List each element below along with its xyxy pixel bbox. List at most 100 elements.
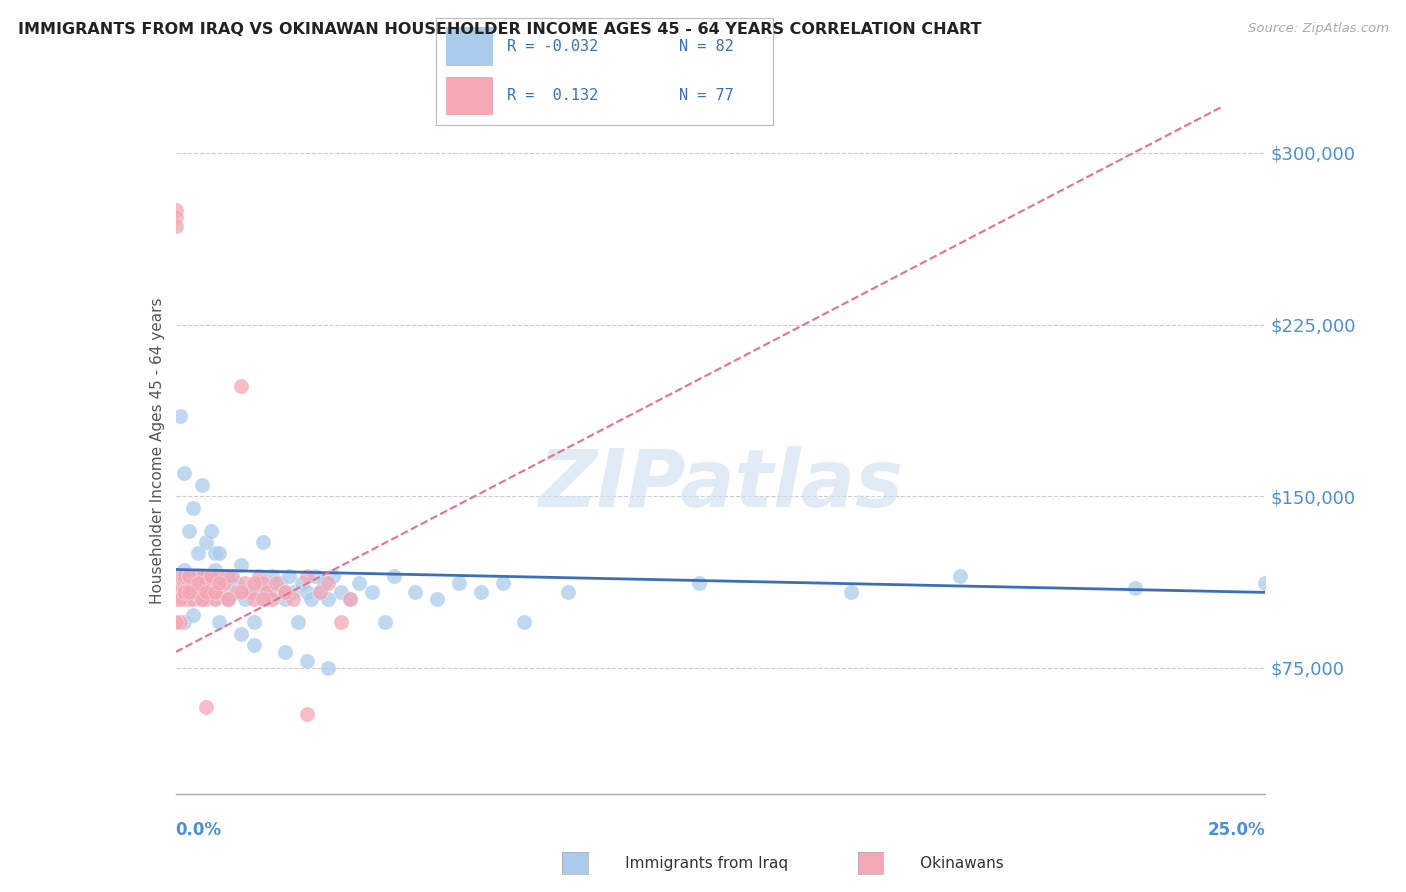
Point xyxy=(243,592,266,607)
Point xyxy=(191,576,214,591)
Point xyxy=(186,569,209,583)
Point xyxy=(204,592,226,607)
Point xyxy=(278,569,301,583)
Point xyxy=(256,592,278,607)
Point xyxy=(204,585,226,599)
Point xyxy=(200,524,222,538)
Point xyxy=(204,592,226,607)
Point xyxy=(191,592,214,607)
Point xyxy=(274,585,297,599)
Point xyxy=(304,569,326,583)
Point xyxy=(165,203,187,218)
Point xyxy=(239,585,262,599)
Point xyxy=(688,576,710,591)
Point xyxy=(841,585,863,599)
Point xyxy=(169,569,191,583)
Point xyxy=(217,592,239,607)
Point xyxy=(308,585,330,599)
Point xyxy=(374,615,396,630)
Y-axis label: Householder Income Ages 45 - 64 years: Householder Income Ages 45 - 64 years xyxy=(149,297,165,604)
Point xyxy=(165,615,187,630)
Point xyxy=(200,569,222,583)
Point xyxy=(283,592,305,607)
Point xyxy=(260,569,283,583)
Point xyxy=(169,585,191,599)
Point xyxy=(208,585,231,599)
Point xyxy=(252,592,274,607)
Point xyxy=(173,467,195,481)
Point xyxy=(165,219,187,233)
Point xyxy=(200,576,222,591)
Bar xyxy=(446,28,494,66)
Point xyxy=(235,576,257,591)
Point xyxy=(252,585,274,599)
Point xyxy=(208,585,231,599)
Point xyxy=(308,585,330,599)
Point xyxy=(360,585,382,599)
Point xyxy=(225,576,247,591)
Text: IMMIGRANTS FROM IRAQ VS OKINAWAN HOUSEHOLDER INCOME AGES 45 - 64 YEARS CORRELATI: IMMIGRANTS FROM IRAQ VS OKINAWAN HOUSEHO… xyxy=(18,22,981,37)
Point xyxy=(177,585,200,599)
Point xyxy=(169,585,191,599)
Point xyxy=(239,585,262,599)
Point xyxy=(247,576,270,591)
Point xyxy=(269,576,291,591)
Point xyxy=(173,615,195,630)
Point xyxy=(264,585,287,599)
Point xyxy=(191,478,214,492)
Point xyxy=(231,558,253,572)
Point xyxy=(186,576,209,591)
Point xyxy=(195,592,218,607)
Point xyxy=(247,569,270,583)
Point xyxy=(470,585,492,599)
Point xyxy=(173,585,195,599)
Point xyxy=(243,576,266,591)
Point xyxy=(274,585,297,599)
Point xyxy=(295,585,318,599)
Point xyxy=(181,608,204,623)
Point xyxy=(177,569,200,583)
Point xyxy=(204,562,226,576)
Point xyxy=(283,585,305,599)
Point xyxy=(235,592,257,607)
Point xyxy=(291,576,314,591)
Point xyxy=(256,585,278,599)
Point xyxy=(252,576,274,591)
Point xyxy=(221,585,243,599)
Point xyxy=(186,546,209,561)
Point xyxy=(295,654,318,668)
Point xyxy=(513,615,536,630)
Point xyxy=(339,592,361,607)
Text: 25.0%: 25.0% xyxy=(1208,822,1265,839)
Point xyxy=(181,500,204,515)
Point xyxy=(274,645,297,659)
Point xyxy=(177,592,200,607)
Point xyxy=(208,569,231,583)
Bar xyxy=(446,77,494,115)
Point xyxy=(173,562,195,576)
Point xyxy=(330,585,353,599)
Point xyxy=(217,592,239,607)
Point xyxy=(195,585,218,599)
Point xyxy=(173,585,195,599)
Point xyxy=(208,576,231,591)
Point xyxy=(318,576,340,591)
Point xyxy=(200,569,222,583)
Point xyxy=(165,581,187,595)
Point xyxy=(426,592,449,607)
Point xyxy=(195,699,218,714)
Point xyxy=(221,569,243,583)
Point xyxy=(173,585,195,599)
Point xyxy=(169,592,191,607)
Point xyxy=(299,592,322,607)
Point xyxy=(186,585,209,599)
Point xyxy=(287,615,309,630)
Point xyxy=(173,592,195,607)
Point xyxy=(204,585,226,599)
Point xyxy=(318,592,340,607)
Point xyxy=(191,569,214,583)
Point xyxy=(177,592,200,607)
Text: Okinawans: Okinawans xyxy=(886,856,1004,871)
Point xyxy=(382,569,405,583)
Point xyxy=(181,592,204,607)
